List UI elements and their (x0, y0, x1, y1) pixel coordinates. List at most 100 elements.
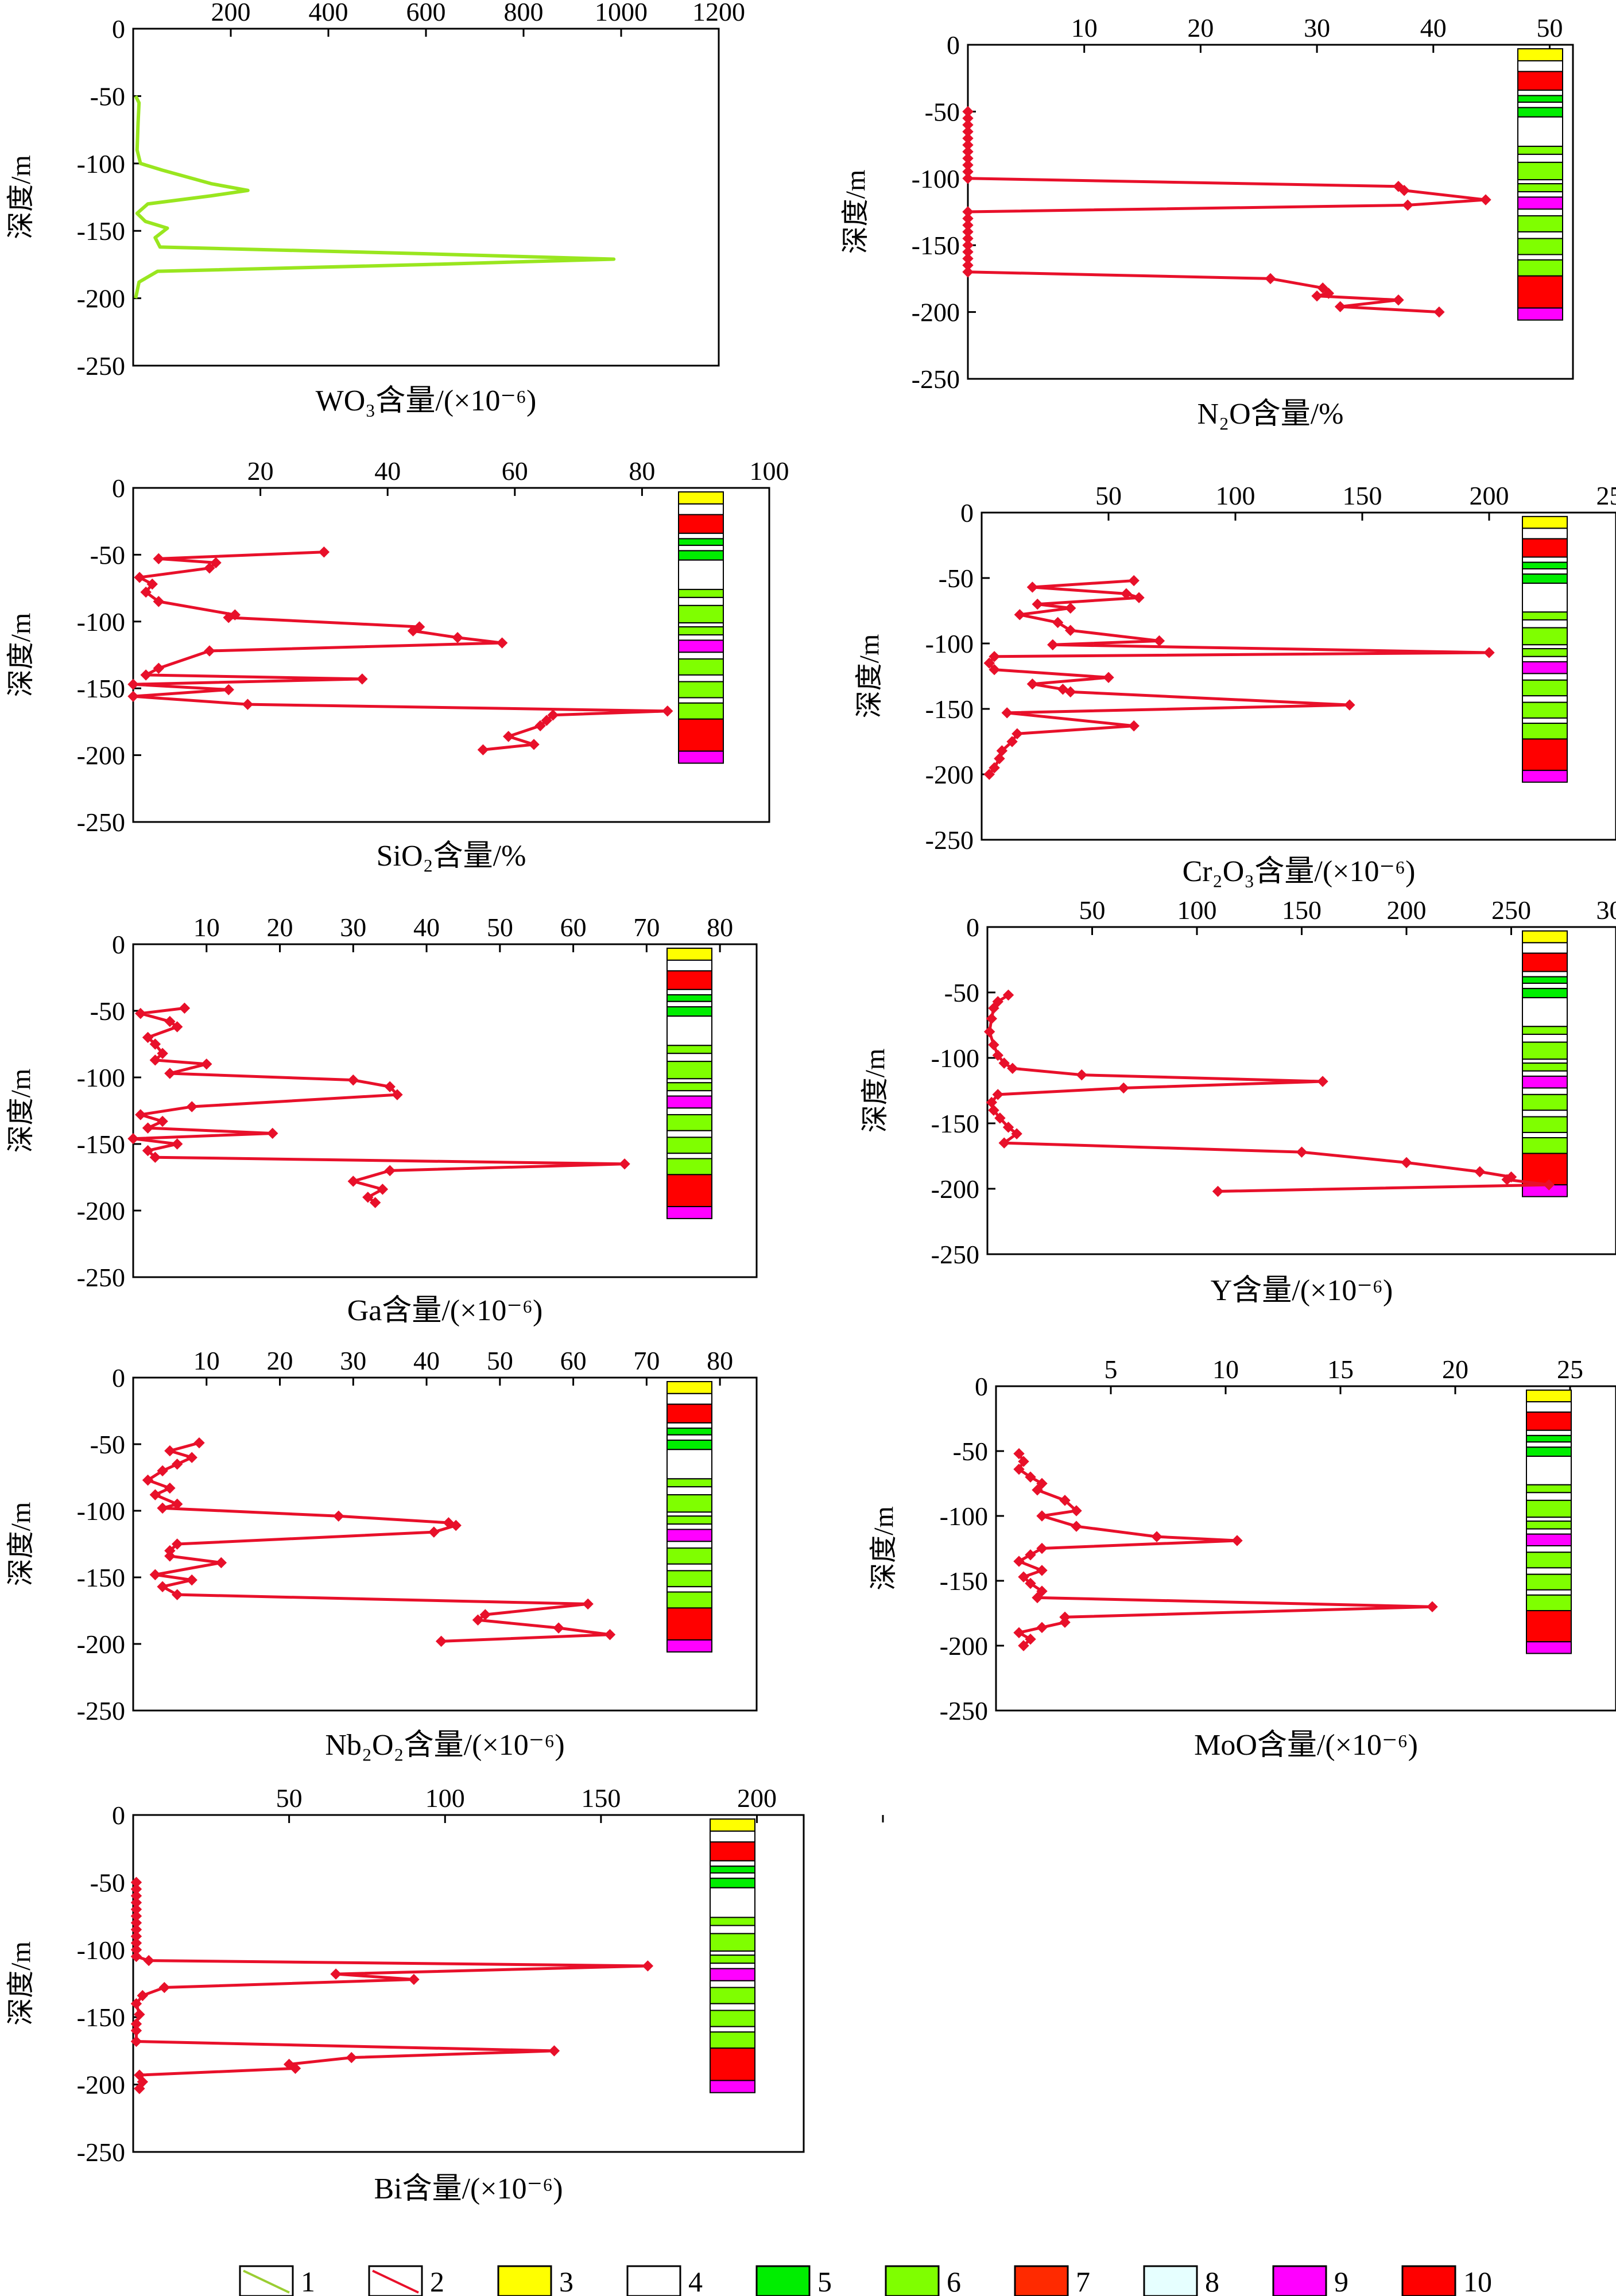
data-point (204, 645, 215, 657)
strip-layer (710, 1925, 755, 1934)
strip-layer (1526, 1429, 1572, 1436)
y-tick-label: -50 (939, 564, 974, 593)
data-point (1402, 199, 1413, 211)
strip-layer (1517, 259, 1563, 277)
x-tick-label: 200 (211, 0, 251, 26)
legend-label: 2 (430, 2266, 444, 2296)
strip-layer (1522, 695, 1568, 703)
strip-layer (1517, 102, 1563, 108)
x-axis-label: Y含量/(×10⁻⁶) (1211, 1274, 1393, 1307)
strip-layer (666, 1393, 712, 1405)
y-tick-label: -50 (90, 1868, 125, 1897)
data-point (164, 1445, 176, 1457)
data-point (283, 2058, 295, 2070)
strip-layer (666, 970, 712, 990)
data-point (1012, 728, 1023, 740)
x-axis-label: Nb₂O₂含量/(×10⁻⁶) (325, 1729, 564, 1762)
strip-layer (678, 681, 724, 699)
y-tick-label: -50 (90, 1430, 125, 1459)
strip-layer (666, 1570, 712, 1588)
y-axis-label: 深度/m (840, 170, 871, 254)
y-tick-label: -150 (925, 695, 974, 724)
strip-layer (710, 2031, 755, 2049)
series-line-y (988, 994, 1551, 1193)
strip-layer (1526, 1545, 1572, 1553)
strip-layer (710, 1980, 755, 1988)
x-tick-label: 30 (340, 1346, 366, 1375)
y-tick-label: -250 (931, 1240, 979, 1269)
data-point (149, 1054, 161, 1066)
strip-layer (1522, 561, 1568, 570)
strip-layer (678, 533, 724, 540)
strip-layer (1522, 1062, 1568, 1072)
y-tick-label: -200 (931, 1174, 979, 1204)
data-point (153, 596, 165, 607)
panel-bi: 0 -50 -100 -150 -200 -250 50 100 150 200 深度/m Bi含量/… (6, 1783, 805, 2205)
strip-layer (666, 1107, 712, 1115)
strip-layer (1522, 1087, 1568, 1095)
strip-layer (1522, 644, 1568, 650)
data-point (1543, 1179, 1555, 1190)
strip-layer (1517, 116, 1563, 147)
legend: 1 2 3 4 5 6 7 8 9 10 (239, 2265, 1492, 2296)
data-point (1011, 1128, 1022, 1139)
data-point (1006, 736, 1018, 747)
legend-item-4: 4 (626, 2265, 703, 2296)
data-point (346, 2051, 357, 2064)
x-tick-label: 30 (1304, 13, 1330, 42)
x-tick-label: 25 (1557, 1355, 1583, 1384)
data-point (983, 657, 995, 669)
data-point (1002, 989, 1014, 1001)
data-point (267, 1127, 278, 1139)
data-point (186, 1574, 197, 1586)
legend-item-10: 10 (1401, 2265, 1492, 2296)
plot-frame (132, 1376, 758, 1712)
strip-layer (1526, 1594, 1572, 1611)
data-point (1032, 598, 1043, 610)
data-point (1323, 288, 1335, 299)
data-point (134, 2008, 145, 2020)
data-point (1128, 720, 1140, 732)
x-tick-label: 10 (193, 913, 220, 942)
legend-item-9: 9 (1272, 2265, 1348, 2296)
data-point (149, 1569, 161, 1581)
strip-layer (1522, 573, 1568, 584)
data-point (992, 1049, 1003, 1061)
plot-frame (132, 28, 720, 367)
strip-layer (710, 1830, 755, 1843)
strip-layer (710, 1954, 755, 1964)
x-tick-label: 50 (276, 1783, 303, 1813)
data-point (1032, 1484, 1043, 1496)
strip-layer (1526, 1533, 1572, 1546)
strip-layer (666, 1591, 712, 1609)
data-point (1398, 185, 1410, 196)
data-point (1013, 1556, 1025, 1567)
series-line-ga (131, 1006, 626, 1204)
strip-layer (666, 1529, 712, 1542)
data-point (1013, 1463, 1025, 1475)
data-point (998, 1057, 1010, 1069)
strip-layer (666, 1078, 712, 1084)
series-line-cr2o3 (987, 579, 1491, 775)
strip-layer (666, 947, 712, 961)
strip-layer (1522, 538, 1568, 558)
strip-layer (666, 1015, 712, 1046)
strip-layer (666, 1053, 712, 1062)
x-tick-label: 1200 (692, 0, 745, 26)
y-tick-label: -200 (77, 2070, 125, 2100)
y-tick-label: -200 (77, 1630, 125, 1659)
strip-layer (666, 1082, 712, 1092)
strip-layer (678, 491, 724, 505)
data-point (142, 1145, 154, 1157)
data-point (1064, 602, 1076, 614)
strip-layer (678, 559, 724, 590)
x-tick-label: 40 (1420, 13, 1447, 42)
y-tick-label: -150 (77, 1563, 125, 1592)
strip-layer (1522, 1153, 1568, 1186)
x-axis-label: Bi含量/(×10⁻⁶) (374, 2173, 563, 2205)
strip-layer (1517, 90, 1563, 96)
legend-swatch (1272, 2265, 1327, 2296)
data-point (994, 1112, 1006, 1124)
data-point (503, 731, 514, 742)
strip-layer (1517, 183, 1563, 193)
